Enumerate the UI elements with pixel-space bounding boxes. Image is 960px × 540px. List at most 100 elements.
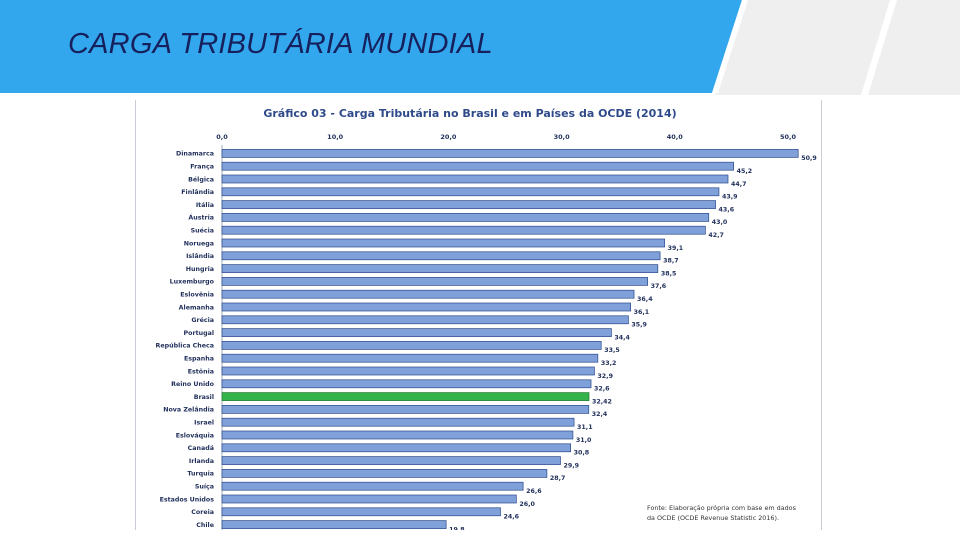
category-label: Luxemburgo <box>170 279 215 286</box>
category-label: Portugal <box>184 330 214 337</box>
source-note-line-2: da OCDE (OCDE Revenue Statistic 2016). <box>647 514 779 522</box>
bar-frança <box>221 161 735 171</box>
category-label: Reino Unido <box>171 381 215 388</box>
category-label: Áustria <box>188 213 214 222</box>
value-label: 35,9 <box>631 322 647 329</box>
category-label: Hungria <box>186 266 214 273</box>
x-tick-label: 30,0 <box>554 133 571 141</box>
value-label: 24,6 <box>503 514 519 521</box>
category-label: Dinamarca <box>176 151 214 158</box>
bars <box>221 149 799 529</box>
bar-grécia <box>221 315 629 325</box>
category-label: Alemanha <box>179 304 214 311</box>
value-label: 32,4 <box>592 411 608 418</box>
category-label: Bélgica <box>188 175 214 183</box>
category-label: Eslováquia <box>176 431 214 439</box>
bar-israel <box>221 417 575 427</box>
category-label: Nova Zelândia <box>163 406 214 414</box>
category-label: Estônia <box>188 367 214 375</box>
value-label: 33,5 <box>604 347 620 354</box>
value-label: 31,1 <box>577 424 593 431</box>
category-label: França <box>190 164 214 171</box>
bar-coreia <box>221 507 501 517</box>
x-tick-label: 50,0 <box>780 133 797 141</box>
value-label: 39,1 <box>668 245 684 252</box>
value-label: 36,4 <box>637 296 653 303</box>
value-label: 34,4 <box>614 334 630 341</box>
bar-chart: Gráfico 03 - Carga Tributária no Brasil … <box>156 107 817 530</box>
value-label: 44,7 <box>731 181 747 188</box>
bar-áustria <box>221 213 710 222</box>
category-label: República Checa <box>156 342 214 350</box>
value-label: 43,9 <box>722 194 738 201</box>
chart-title: Gráfico 03 - Carga Tributária no Brasil … <box>263 107 676 120</box>
category-label: Estados Unidos <box>160 496 215 503</box>
labels: Dinamarca 50,9 França 45,2 Bélgica 44,7 Finlân… <box>156 151 817 530</box>
value-label: 33,2 <box>601 360 617 367</box>
bar-alemanha <box>221 302 632 312</box>
bar-bélgica <box>221 174 729 184</box>
bar-canadá <box>221 443 572 453</box>
bar-suíça <box>221 481 524 491</box>
category-label: Turquia <box>187 471 214 478</box>
chart-panel: Gráfico 03 - Carga Tributária no Brasil … <box>135 100 822 530</box>
bar-brasil <box>221 392 590 401</box>
value-label: 38,7 <box>663 258 679 265</box>
bar-eslováquia <box>221 430 574 440</box>
value-label: 43,6 <box>719 206 735 213</box>
value-label: 32,9 <box>597 373 613 380</box>
x-axis: 0,0 10,0 20,0 30,0 40,0 50,0 <box>216 133 796 530</box>
x-tick-label: 40,0 <box>667 133 684 141</box>
category-label: Irlanda <box>189 458 214 465</box>
bar-finlândia <box>221 187 720 197</box>
value-label: 37,6 <box>651 283 667 290</box>
bar-irlanda <box>221 456 561 465</box>
bar-portugal <box>221 328 612 337</box>
category-label: Canadá <box>188 444 214 452</box>
banner-white-stripe <box>861 0 897 95</box>
value-label: 30,8 <box>574 450 590 457</box>
category-label: Espanha <box>184 356 214 363</box>
banner-blue-shape <box>0 0 742 93</box>
bar-reino-unido <box>221 379 592 389</box>
bar-nova-zelândia <box>221 405 590 414</box>
value-label: 26,6 <box>526 488 542 495</box>
x-tick-label: 10,0 <box>327 133 344 141</box>
bar-turquia <box>221 469 548 478</box>
bar-estados-unidos <box>221 494 517 504</box>
category-label: Israel <box>194 420 214 427</box>
value-label: 32,42 <box>592 398 612 405</box>
bar-itália <box>221 200 716 209</box>
bar-eslovênia <box>221 289 635 299</box>
source-note-line-1: Fonte: Elaboração própria com base em da… <box>647 504 797 512</box>
value-label: 45,2 <box>737 168 753 175</box>
header-banner <box>0 0 960 95</box>
value-label: 29,9 <box>563 462 579 469</box>
bar-república-checa <box>221 341 602 350</box>
banner-gray-shape <box>715 0 960 95</box>
value-label: 26,0 <box>519 501 535 508</box>
value-label: 43,0 <box>712 219 728 226</box>
category-label: Noruega <box>184 240 214 247</box>
value-label: 38,5 <box>661 270 677 277</box>
value-label: 28,7 <box>550 475 566 482</box>
category-label: Suécia <box>191 227 214 235</box>
x-tick-label: 20,0 <box>440 133 457 141</box>
category-label: Itália <box>196 201 214 209</box>
category-label: Coreia <box>191 509 214 516</box>
value-label: 50,9 <box>801 155 817 162</box>
value-label: 19,8 <box>449 526 465 530</box>
bar-luxemburgo <box>221 277 648 286</box>
banner-white-stripe <box>712 0 748 93</box>
category-label: Grécia <box>191 316 214 324</box>
x-tick-label: 0,0 <box>216 133 228 141</box>
category-label: Islândia <box>186 252 214 260</box>
category-label: Finlândia <box>181 188 214 196</box>
value-label: 42,7 <box>708 232 724 239</box>
bar-suécia <box>221 225 706 235</box>
category-label: Chile <box>196 522 214 529</box>
category-label: Brasil <box>194 394 214 401</box>
bar-dinamarca <box>221 149 799 158</box>
category-label: Eslovênia <box>180 291 214 299</box>
bar-estônia <box>221 366 595 376</box>
